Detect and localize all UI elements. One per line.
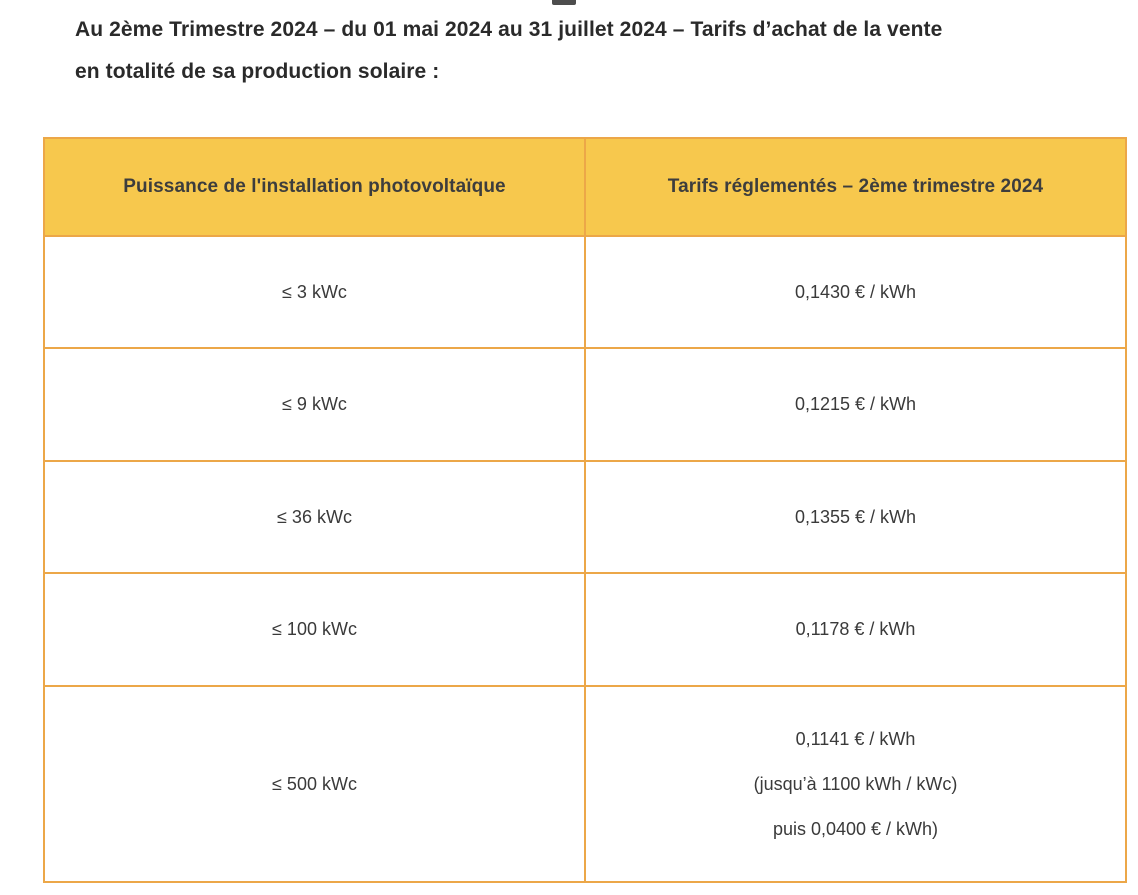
power-cell: ≤ 9 kWc [45, 349, 586, 460]
tariff-cell: 0,1215 € / kWh [794, 394, 917, 414]
table-row: ≤ 36 kWc 0,1355 € / kWh [45, 460, 1125, 572]
tariff-cell: 0,1178 € / kWh [795, 619, 916, 639]
tariff-cell: 0,1141 € / kWh (jusqu’à 1100 kWh / kWc) … [586, 687, 1125, 881]
tariff-cell: 0,1430 € / kWh [794, 281, 917, 302]
tariff-line: (jusqu’à 1100 kWh / kWc) [753, 773, 958, 794]
power-cell: ≤ 36 kWc [45, 462, 586, 572]
tariff-table: Puissance de l'installation photovoltaïq… [43, 137, 1127, 883]
page-title-line2: en totalité de sa production solaire : [75, 60, 440, 83]
table-row: ≤ 500 kWc 0,1141 € / kWh (jusqu’à 1100 k… [45, 685, 1125, 881]
power-cell: ≤ 500 kWc [45, 687, 586, 881]
table-row: ≤ 9 kWc 0,1215 € / kWh [45, 347, 1125, 460]
tariff-line: puis 0,0400 € / kWh) [772, 818, 939, 839]
table-row: ≤ 100 kWc 0,1178 € / kWh [45, 572, 1125, 685]
page-title: Au 2ème Trimestre 2024 – du 01 mai 2024 … [75, 9, 942, 93]
column-header-tariff: Tarifs réglementés – 2ème trimestre 2024 [586, 139, 1125, 235]
tariff-cell: 0,1355 € / kWh [794, 506, 917, 527]
cutoff-text-fragment [552, 0, 576, 5]
table-header-row: Puissance de l'installation photovoltaïq… [45, 139, 1125, 235]
column-header-power: Puissance de l'installation photovoltaïq… [45, 139, 586, 235]
power-cell: ≤ 100 kWc [45, 574, 586, 685]
power-cell: ≤ 3 kWc [45, 237, 586, 347]
table-row: ≤ 3 kWc 0,1430 € / kWh [45, 235, 1125, 347]
tariff-line: 0,1141 € / kWh [795, 728, 916, 749]
page-title-line1: Au 2ème Trimestre 2024 – du 01 mai 2024 … [75, 18, 943, 41]
